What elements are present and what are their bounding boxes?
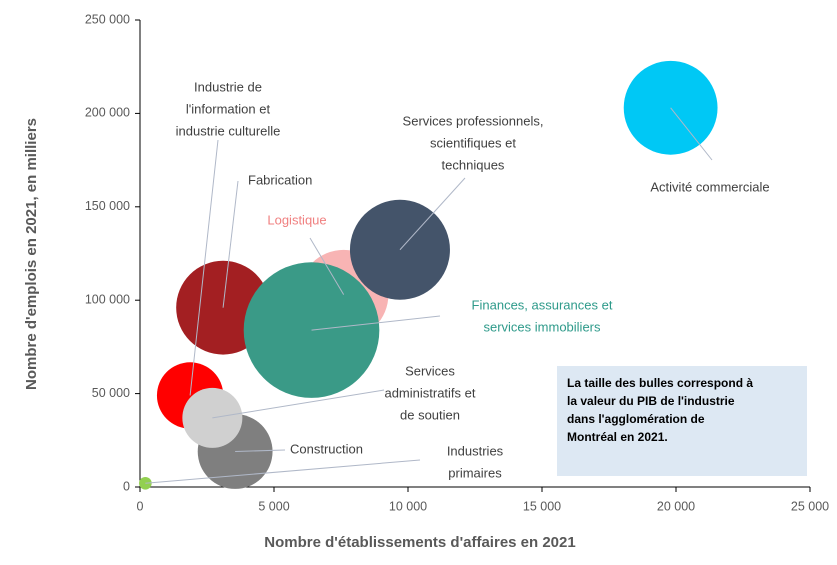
bubble-label: administratifs et bbox=[384, 385, 475, 400]
x-axis-title: Nombre d'établissements d'affaires en 20… bbox=[264, 534, 575, 551]
bubble-label: scientifiques et bbox=[430, 135, 516, 150]
leader-line bbox=[235, 449, 286, 453]
bubble-label: de soutien bbox=[400, 407, 460, 422]
leader-line bbox=[670, 107, 713, 161]
note-text: Montréal en 2021. bbox=[567, 430, 668, 444]
leader-line bbox=[309, 237, 345, 295]
bubble-label: Finances, assurances et bbox=[472, 297, 613, 312]
leader-line bbox=[212, 389, 385, 419]
y-tick-label: 150 000 bbox=[85, 199, 130, 213]
leader-line bbox=[145, 459, 421, 484]
note-box bbox=[557, 366, 807, 476]
leader-line bbox=[189, 139, 219, 396]
bubble-label: primaires bbox=[448, 465, 502, 480]
y-tick-label: 0 bbox=[123, 479, 130, 493]
x-tick-label: 5 000 bbox=[258, 499, 289, 513]
note-text: la valeur du PIB de l'industrie bbox=[567, 394, 735, 408]
y-tick-label: 100 000 bbox=[85, 292, 130, 306]
y-tick-label: 50 000 bbox=[92, 386, 130, 400]
x-tick-label: 10 000 bbox=[389, 499, 427, 513]
leader-line bbox=[311, 315, 441, 331]
x-tick-label: 0 bbox=[137, 499, 144, 513]
bubble-label: Services professionnels, bbox=[403, 113, 544, 128]
y-axis-title: Nombre d'emplois en 2021, en milliers bbox=[23, 118, 40, 390]
x-tick-label: 15 000 bbox=[523, 499, 561, 513]
x-tick-label: 20 000 bbox=[657, 499, 695, 513]
y-tick-label: 250 000 bbox=[85, 12, 130, 26]
bubble-label: Industrie de bbox=[194, 79, 262, 94]
bubble-label: Construction bbox=[290, 441, 363, 456]
leader-line bbox=[399, 177, 466, 251]
note-text: La taille des bulles correspond à bbox=[567, 376, 753, 390]
bubble-label: l'information et bbox=[186, 101, 271, 116]
bubble-label: industrie culturelle bbox=[176, 123, 281, 138]
note-text: dans l'agglomération de bbox=[567, 412, 705, 426]
bubble bbox=[623, 60, 718, 155]
bubble-label: services immobiliers bbox=[483, 319, 601, 334]
bubble-label: Industries bbox=[447, 443, 504, 458]
leader-line bbox=[222, 180, 239, 308]
bubble-label: techniques bbox=[442, 157, 505, 172]
bubble-label: Activité commerciale bbox=[650, 179, 769, 194]
bubble-label: Services bbox=[405, 363, 455, 378]
bubble-label: Logistique bbox=[267, 212, 326, 227]
bubble-label: Fabrication bbox=[248, 172, 312, 187]
x-tick-label: 25 000 bbox=[791, 499, 829, 513]
y-tick-label: 200 000 bbox=[85, 106, 130, 120]
